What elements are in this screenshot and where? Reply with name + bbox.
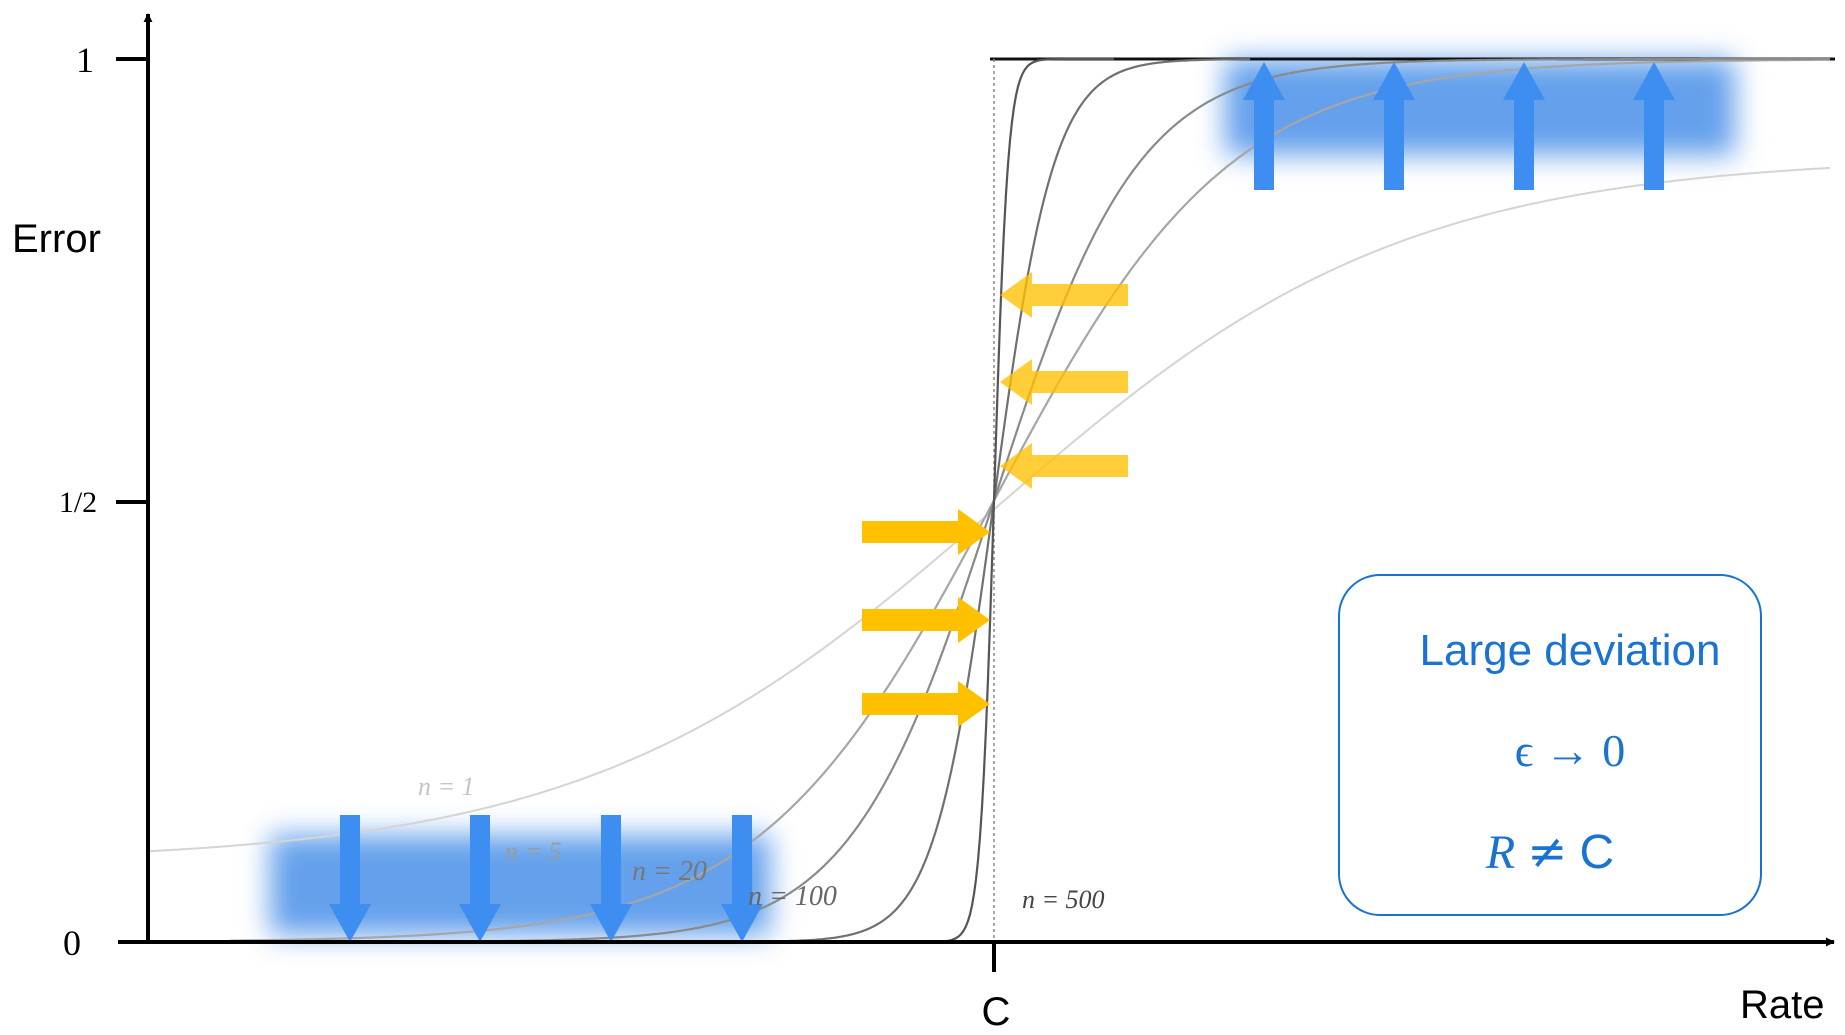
- curve-n500: [230, 57, 1114, 944]
- yellow-right-arrow-3: [862, 681, 990, 727]
- curve-label-n500: n = 500: [1022, 885, 1105, 914]
- yellow-right-arrow-2: [862, 597, 990, 643]
- large-deviation-box: Large deviation ϵ → 0 R ≠ C: [1338, 574, 1762, 916]
- rate-not-capacity: R ≠ C: [1340, 824, 1760, 880]
- curve-label-n5: n = 5: [505, 837, 562, 866]
- curve-n5: [230, 58, 1831, 942]
- curve-label-n100: n = 100: [748, 881, 837, 912]
- epsilon-to-zero: ϵ → 0: [1514, 725, 1626, 776]
- blue-up-arrow-2: [1373, 62, 1415, 190]
- y-tick-label-half: 1/2: [59, 486, 97, 519]
- x-axis-label: Rate: [1740, 983, 1825, 1027]
- blue-down-arrow-2: [459, 815, 501, 942]
- not-equal-symbol: ≠: [1527, 824, 1568, 880]
- blue-down-arrow-4: [721, 815, 763, 942]
- y-tick-label-0: 0: [63, 923, 81, 963]
- yellow-left-arrow-2: [1000, 359, 1128, 405]
- blue-down-arrow-1: [329, 815, 371, 942]
- capacity-symbol: C: [1579, 826, 1615, 879]
- y-tick-label-1: 1: [76, 40, 94, 80]
- large-deviation-title: Large deviation: [1419, 626, 1721, 675]
- blue-up-arrow-3: [1503, 62, 1545, 190]
- x-tick-label-c: C: [982, 990, 1011, 1030]
- yellow-right-arrow-1: [862, 509, 990, 555]
- yellow-left-arrow-1: [1000, 272, 1128, 318]
- rate-symbol: R: [1485, 826, 1516, 879]
- y-axis-label: Error: [12, 217, 101, 261]
- blue-up-arrow-1: [1243, 62, 1285, 190]
- yellow-left-arrow-3: [1000, 443, 1128, 489]
- curve-label-n1: n = 1: [418, 772, 475, 801]
- blue-arrows: [329, 62, 1675, 942]
- curve-n100: [230, 58, 1250, 944]
- blue-up-arrow-4: [1633, 62, 1675, 190]
- blue-down-arrow-3: [590, 815, 632, 942]
- curve-label-n20: n = 20: [632, 856, 707, 887]
- yellow-arrows: [862, 272, 1128, 727]
